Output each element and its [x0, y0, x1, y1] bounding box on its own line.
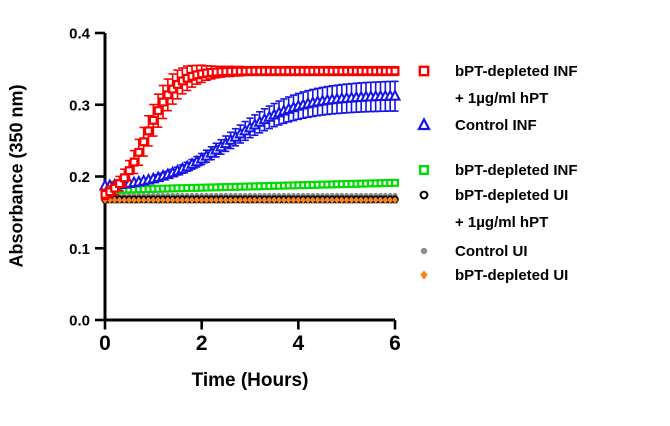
x-tick-label: 4 — [292, 332, 304, 355]
legend-open-circle-icon — [419, 190, 429, 200]
y-tick-label: 0.4 — [69, 26, 91, 43]
legend-item-bpt-depleted-inf: bPT-depleted INF — [415, 157, 578, 184]
y-tick-label: 0.0 — [69, 313, 90, 330]
x-tick-label: 2 — [196, 332, 208, 355]
legend-label: bPT-depleted INF — [455, 162, 578, 179]
y-axis-ticks: 0.0 0.1 0.2 0.3 0.4 — [69, 26, 105, 330]
x-axis-title: Time (Hours) — [191, 370, 309, 391]
legend-label: + 1µg/ml hPT — [455, 90, 549, 107]
legend-label: bPT-depleted INF — [455, 63, 578, 80]
legend-open-square-icon — [418, 65, 430, 77]
y-tick-label: 0.3 — [69, 97, 90, 114]
x-tick-label: 6 — [389, 332, 401, 355]
y-axis-title: Absorbance (350 nm) — [6, 84, 27, 268]
legend-open-triangle-icon — [417, 117, 431, 131]
legend-label: Control UI — [455, 243, 528, 260]
y-tick-label: 0.2 — [69, 169, 90, 186]
x-axis-ticks: 0 2 4 6 — [99, 320, 401, 355]
legend: bPT-depleted INF + 1µg/ml hPT Control INF b… — [415, 0, 670, 426]
series-bpt-depleted-inf-plus-hpt — [100, 64, 400, 201]
legend-item-control-inf: Control INF — [415, 112, 537, 139]
series-bpt-depleted-ui — [102, 196, 398, 204]
legend-label: Control INF — [455, 117, 537, 134]
legend-label: bPT-depleted UI — [455, 187, 569, 204]
legend-item-bpt-depleted-ui-plus-hpt: bPT-depleted UI + 1µg/ml hPT — [415, 182, 568, 236]
legend-filled-circle-icon — [420, 247, 428, 255]
legend-label: bPT-depleted UI — [455, 267, 569, 284]
series-control-inf — [98, 80, 402, 191]
legend-item-control-ui: Control UI — [415, 238, 528, 265]
legend-item-bpt-depleted-inf-plus-hpt: bPT-depleted INF + 1µg/ml hPT — [415, 58, 578, 112]
y-tick-label: 0.1 — [69, 241, 90, 258]
legend-item-bpt-depleted-ui: bPT-depleted UI — [415, 262, 568, 289]
x-tick-label: 0 — [99, 332, 111, 355]
absorbance-plot: 0.0 0.1 0.2 0.3 0.4 0 2 4 6 — [69, 26, 402, 355]
legend-open-square-icon — [418, 164, 429, 175]
legend-filled-diamond-icon — [420, 270, 428, 280]
legend-label: + 1µg/ml hPT — [455, 214, 549, 231]
